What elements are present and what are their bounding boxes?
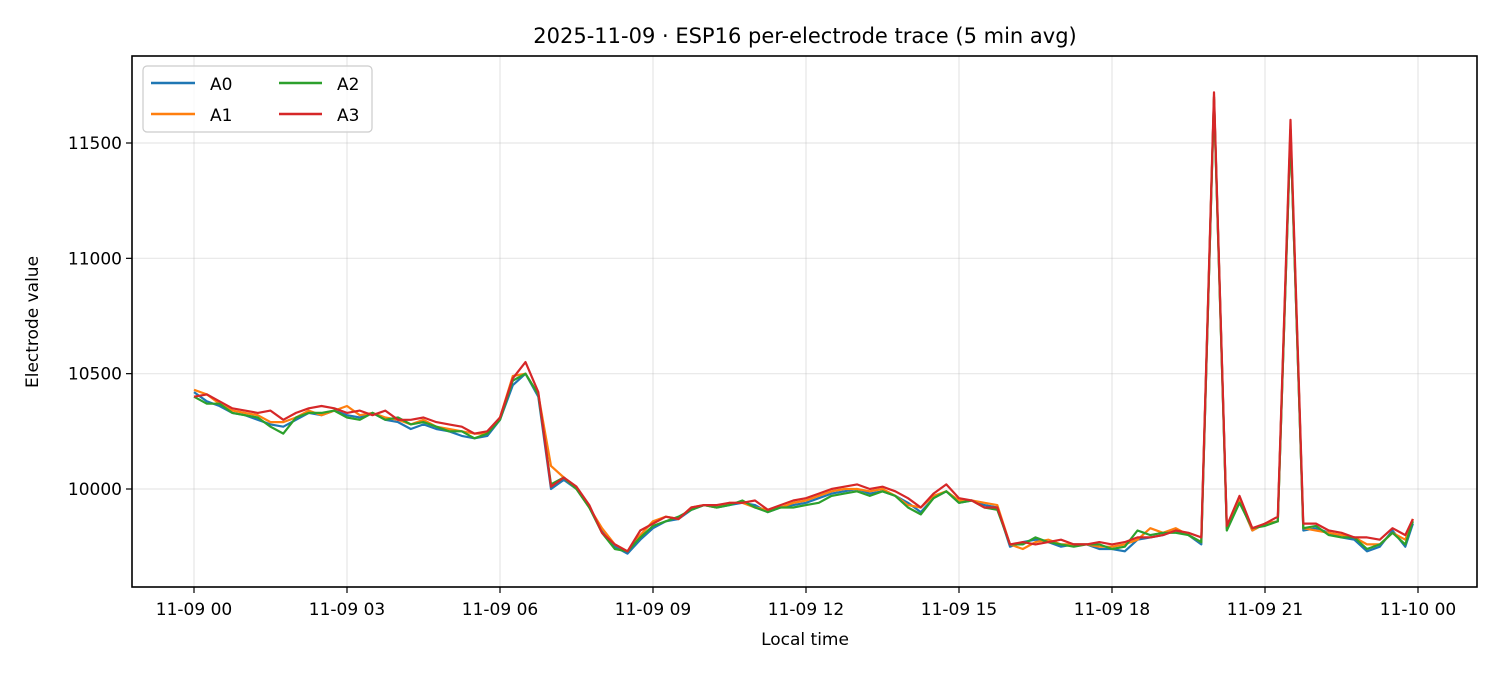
legend-label-a3: A3 xyxy=(337,106,359,126)
y-tick-label: 10000 xyxy=(68,480,122,500)
y-tick-label: 11000 xyxy=(68,249,122,269)
chart-title: 2025-11-09 · ESP16 per-electrode trace (… xyxy=(533,24,1076,48)
legend-label-a1: A1 xyxy=(210,106,232,126)
legend-label-a2: A2 xyxy=(337,75,359,95)
x-tick-label: 11-09 21 xyxy=(1227,600,1303,620)
x-tick-label: 11-09 03 xyxy=(309,600,385,620)
x-tick-label: 11-09 06 xyxy=(462,600,538,620)
x-tick-label: 11-09 15 xyxy=(921,600,997,620)
y-axis-ticks: 10000 10500 11000 11500 xyxy=(68,134,132,500)
legend: A0 A1 A2 A3 xyxy=(142,65,373,133)
x-tick-label: 11-09 09 xyxy=(615,600,691,620)
x-axis-ticks: 11-09 00 11-09 03 11-09 06 11-09 09 11-09 12… xyxy=(156,587,1456,620)
axes-frame xyxy=(131,55,1478,588)
series-line-a0 xyxy=(193,95,1414,555)
y-axis-label: Electrode value xyxy=(23,256,43,388)
y-tick-label: 10500 xyxy=(68,365,122,385)
legend-item-a0: A0 xyxy=(151,75,232,95)
x-tick-label: 11-09 12 xyxy=(768,600,844,620)
series-line-a3 xyxy=(193,91,1414,553)
legend-label-a0: A0 xyxy=(210,75,232,95)
series-lines xyxy=(193,91,1414,555)
legend-item-a1: A1 xyxy=(151,106,232,126)
x-tick-label: 11-09 18 xyxy=(1074,600,1150,620)
x-axis-label: Local time xyxy=(761,630,849,650)
grid-lines xyxy=(132,56,1477,587)
x-tick-label: 11-09 00 xyxy=(156,600,232,620)
legend-item-a2: A2 xyxy=(279,75,359,95)
series-line-a1 xyxy=(193,95,1414,553)
x-tick-label: 11-10 00 xyxy=(1380,600,1456,620)
y-tick-label: 11500 xyxy=(68,134,122,154)
legend-item-a3: A3 xyxy=(279,106,359,126)
series-line-a2 xyxy=(193,98,1414,553)
